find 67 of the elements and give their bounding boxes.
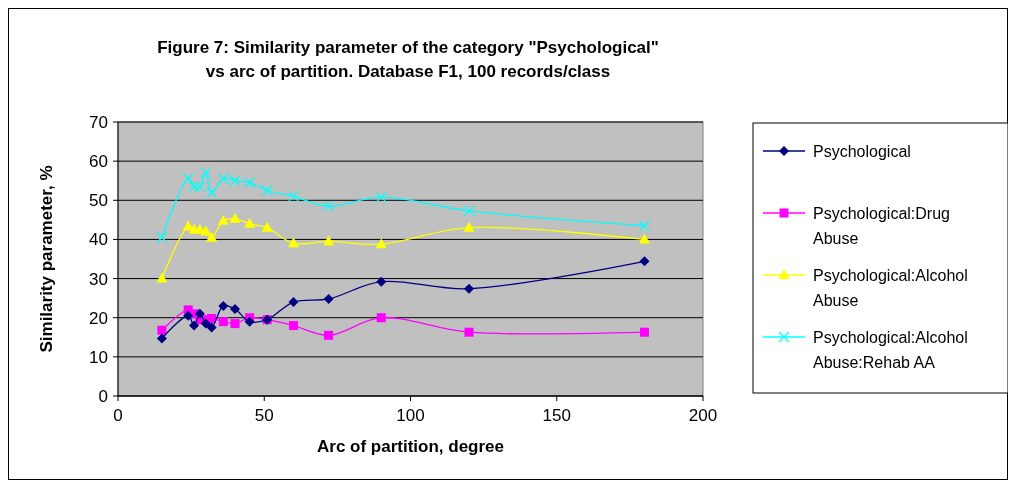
y-tick-label: 20: [89, 308, 108, 328]
point: [323, 235, 335, 246]
point: [376, 313, 386, 323]
point: [230, 319, 240, 329]
point: [217, 214, 229, 225]
point: [189, 320, 200, 331]
y-tick-label: 0: [98, 387, 108, 406]
x-tick-label: 50: [254, 406, 274, 425]
point: [156, 333, 167, 344]
point: [194, 180, 206, 193]
y-tick-label: 60: [89, 152, 108, 172]
legend-label: Psychological:Alcohol Abuse:Rehab AA: [813, 329, 968, 371]
point: [288, 237, 299, 248]
y-tick-label: 50: [89, 191, 108, 211]
chart-title: Figure 7: Similarity parameter of the category "Psychological" vs arc of partition. Database F1, 100 records/class: [157, 38, 659, 81]
point: [244, 217, 256, 228]
point: [639, 233, 650, 244]
point: [182, 173, 194, 185]
point: [640, 327, 649, 337]
point: [261, 184, 273, 197]
point: [322, 200, 335, 212]
x-tick-label: 200: [688, 406, 718, 425]
point: [376, 276, 387, 287]
point: [183, 310, 194, 321]
point: [200, 318, 211, 329]
point: [205, 186, 218, 199]
point: [375, 191, 387, 203]
point: [289, 321, 298, 331]
point: [194, 308, 205, 319]
legend-label: Psychological:Alcohol Abuse: [813, 267, 968, 309]
point: [206, 231, 218, 242]
point: [639, 256, 650, 267]
point: [206, 322, 217, 333]
point: [638, 220, 651, 232]
y-axis-title: Similarity parameter, %: [37, 165, 56, 353]
point: [324, 330, 334, 340]
point: [464, 327, 474, 337]
point: [323, 293, 334, 304]
point: [229, 212, 241, 223]
x-tick-label: 100: [396, 406, 425, 425]
y-tick-label: 70: [89, 113, 108, 132]
legend-label: Psychological:Drug Abuse: [813, 205, 950, 247]
point: [218, 300, 229, 311]
y-tick-label: 10: [89, 347, 108, 367]
point: [244, 316, 255, 327]
x-tick-label: 0: [113, 406, 123, 425]
x-axis-title: Arc of partition, degree: [316, 437, 505, 456]
point: [243, 177, 256, 189]
point: [200, 225, 212, 236]
point: [288, 297, 299, 308]
y-tick-label: 40: [89, 230, 108, 250]
x-tick-label: 150: [542, 406, 571, 425]
point: [200, 167, 212, 179]
point: [261, 221, 273, 232]
point: [287, 190, 300, 203]
point: [463, 221, 475, 232]
point: [218, 317, 228, 327]
point: [188, 180, 200, 193]
point: [375, 238, 387, 249]
point: [463, 205, 475, 217]
point: [230, 304, 240, 315]
point: [156, 272, 168, 283]
point: [157, 325, 167, 335]
y-tick-label: 30: [89, 269, 108, 289]
legend-label: Psychological: [813, 143, 911, 160]
point: [156, 231, 168, 244]
point: [464, 283, 474, 294]
